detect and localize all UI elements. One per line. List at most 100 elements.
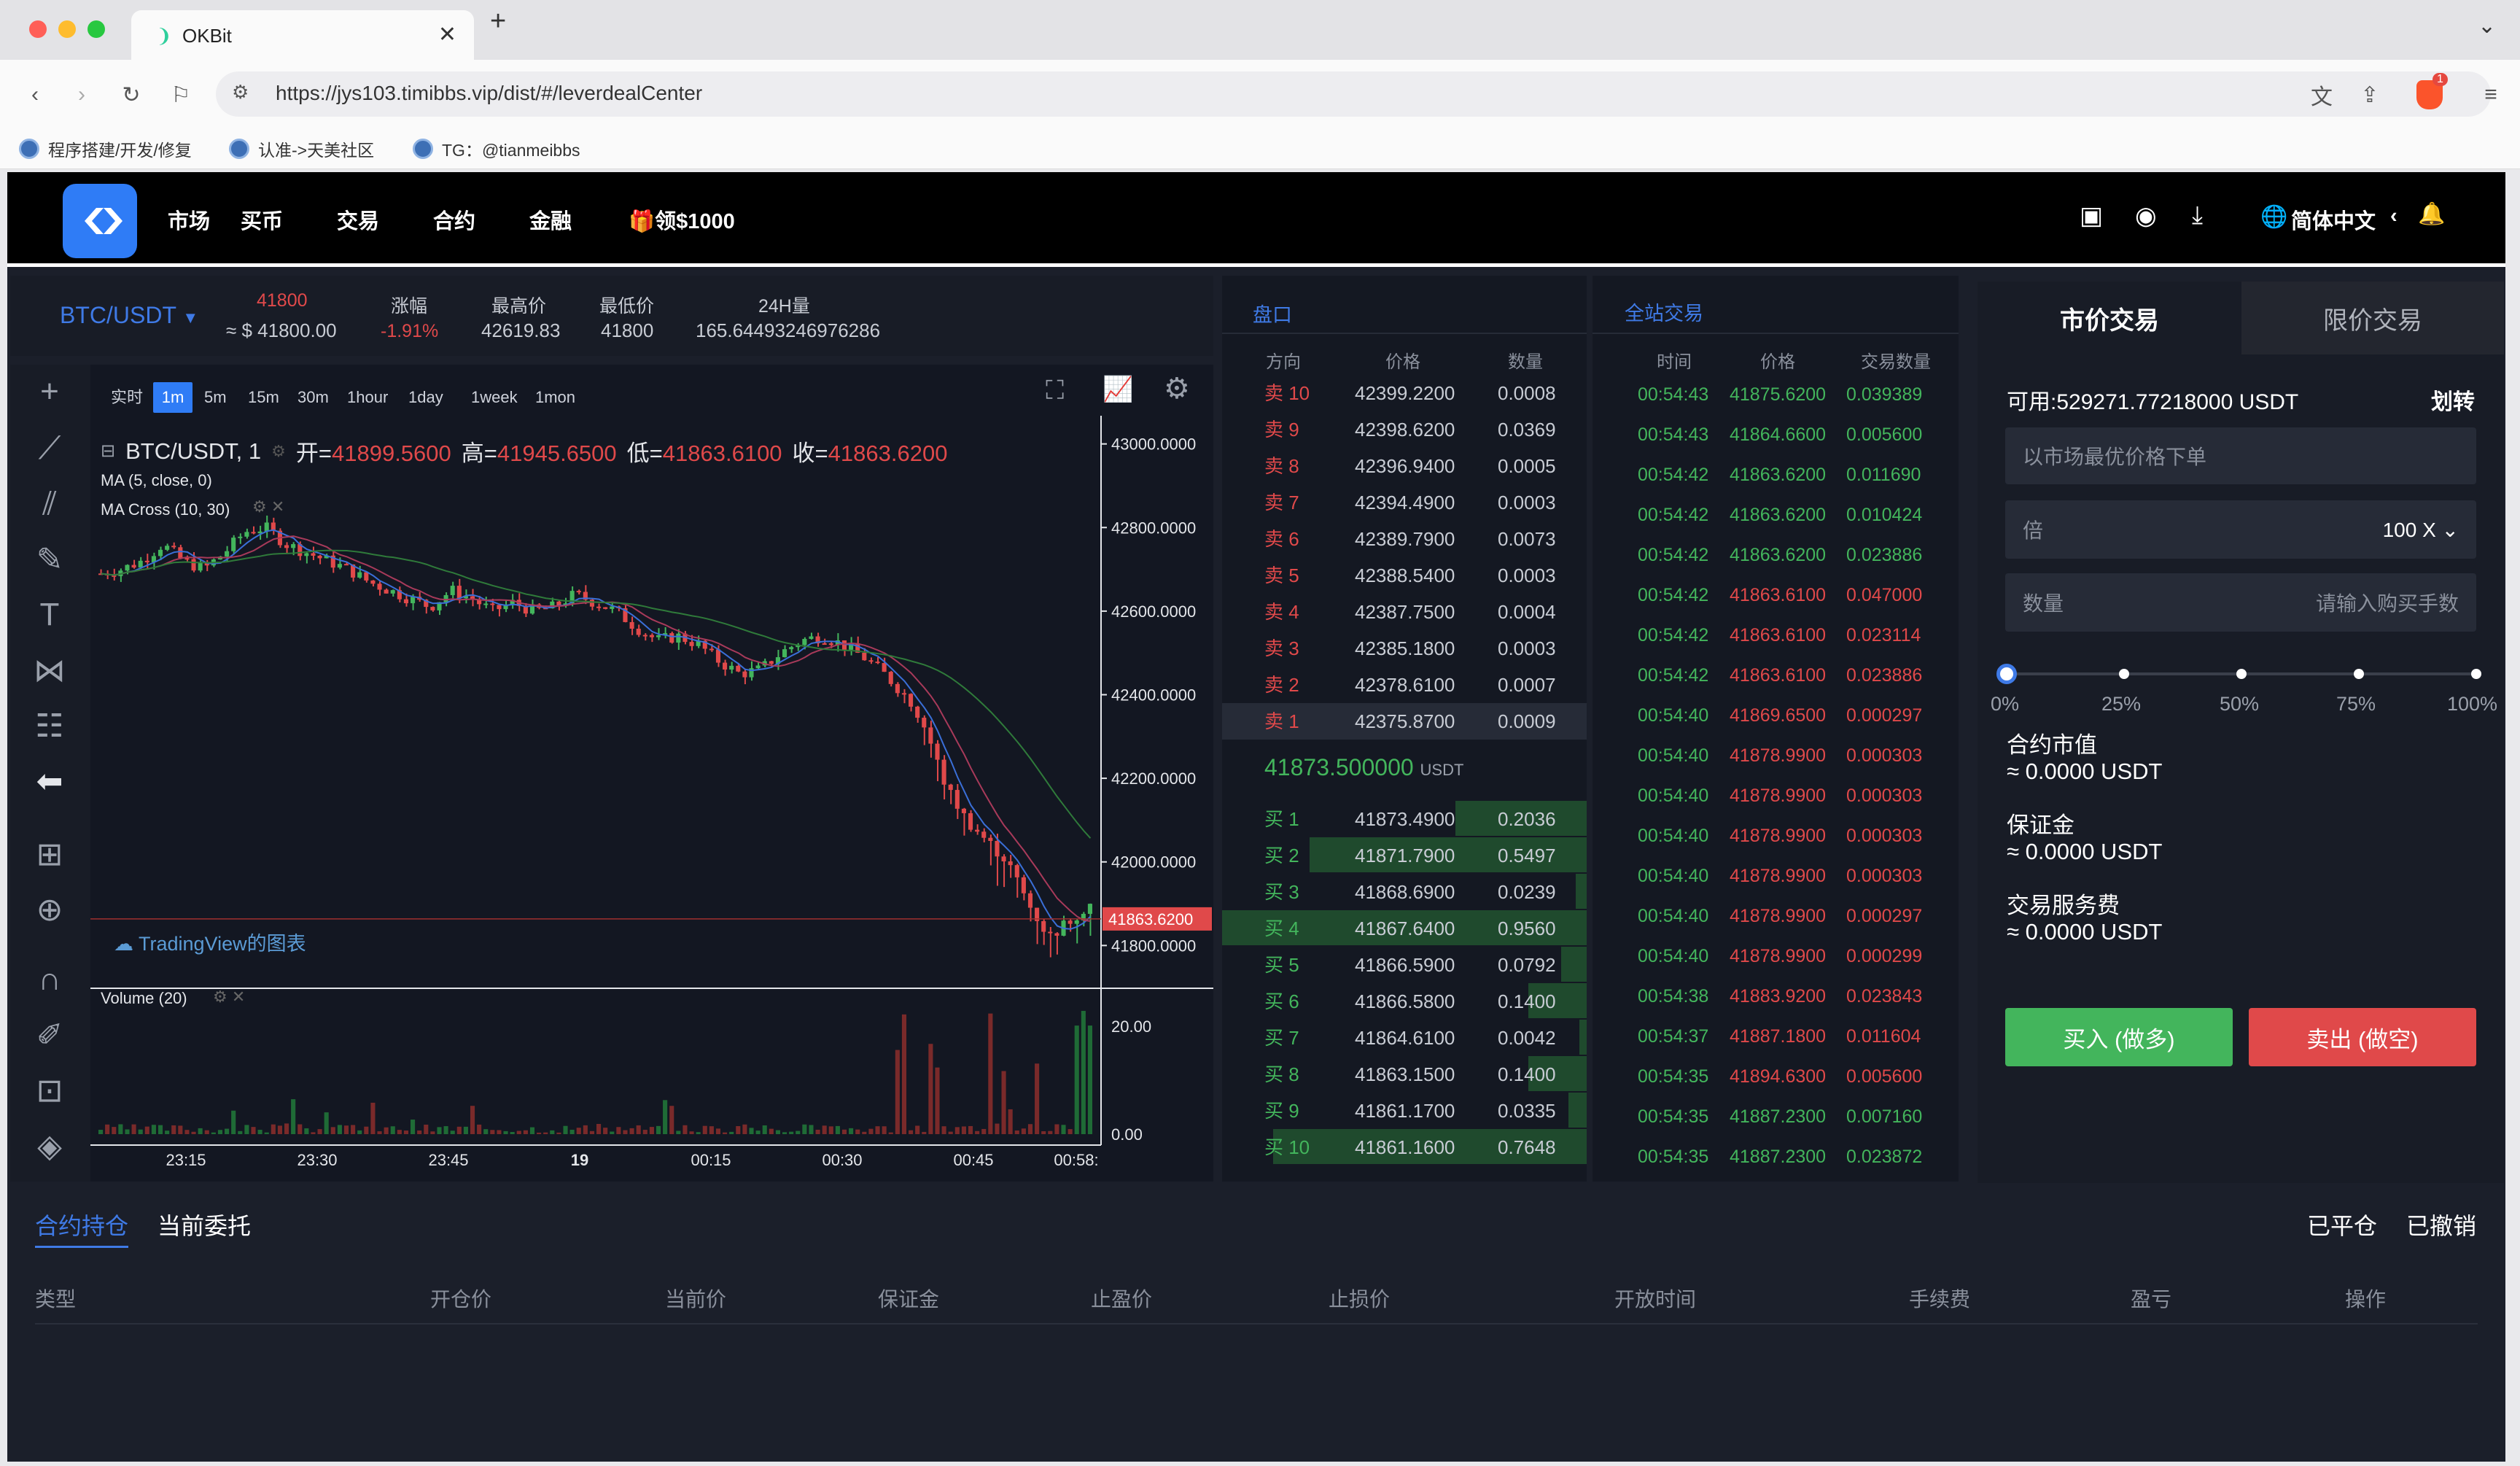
bid-row[interactable]: 买 10 41861.1600 0.7648 xyxy=(1222,1129,1587,1166)
bookmark-item-1[interactable]: 程序搭建/开发/修复 xyxy=(19,133,192,165)
measure-icon[interactable]: ☷ xyxy=(35,708,64,744)
ask-row[interactable]: 卖 6 42389.7900 0.0073 xyxy=(1222,521,1587,557)
timeframe-1day[interactable]: 1day xyxy=(408,388,443,406)
close-window-button[interactable] xyxy=(29,20,47,38)
timeframe-1week[interactable]: 1week xyxy=(471,388,518,406)
reload-icon[interactable]: ↻ xyxy=(122,82,141,107)
wallet-icon[interactable]: ▣ xyxy=(2080,202,2104,230)
trendline-icon[interactable]: ⟋ xyxy=(38,430,61,466)
nav-trade[interactable]: 交易 xyxy=(337,210,380,233)
translate-icon[interactable]: 文 xyxy=(2311,85,2333,109)
tab-open-orders[interactable]: 当前委托 xyxy=(158,1213,252,1239)
site-logo[interactable] xyxy=(63,184,137,258)
tab-list-chevron-icon[interactable]: ⌄ xyxy=(2478,14,2497,38)
settings-gear-icon[interactable]: ⚙ xyxy=(1164,373,1190,405)
indicators-icon[interactable]: 📈 xyxy=(1102,376,1134,403)
bid-row[interactable]: 买 6 41866.5800 0.1400 xyxy=(1222,983,1587,1020)
pair-selector[interactable]: BTC/USDT ▼ xyxy=(60,302,198,329)
chevron-left-icon[interactable]: ‹ xyxy=(2390,204,2398,228)
ask-row[interactable]: 卖 8 42396.9400 0.0005 xyxy=(1222,448,1587,484)
tab-positions[interactable]: 合约持仓 xyxy=(35,1208,129,1248)
brush-icon[interactable]: ✎ xyxy=(36,542,63,578)
buy-long-button[interactable]: 买入 (做多) xyxy=(2005,1008,2233,1066)
nav-buy-coin[interactable]: 买币 xyxy=(241,210,284,233)
user-icon[interactable]: ◉ xyxy=(2135,202,2157,230)
eye-icon[interactable]: ◈ xyxy=(37,1128,62,1164)
browser-tab[interactable]: ❩ OKBit ✕ xyxy=(131,10,474,60)
volume-controls-icon[interactable]: ⚙ ✕ xyxy=(213,988,246,1006)
language-select[interactable]: 简体中文 xyxy=(2291,210,2376,233)
fullscreen-icon[interactable]: ⛶ xyxy=(1046,375,1065,405)
lock-icon[interactable]: ⊡ xyxy=(36,1073,63,1109)
slider-dot[interactable] xyxy=(2236,669,2247,679)
minimize-window-button[interactable] xyxy=(58,20,76,38)
text-tool-icon[interactable]: T xyxy=(39,597,60,632)
bid-row[interactable]: 买 3 41868.6900 0.0239 xyxy=(1222,874,1587,910)
slider-dot[interactable] xyxy=(2119,669,2129,679)
ask-row[interactable]: 卖 10 42399.2200 0.0008 xyxy=(1222,375,1587,411)
arrow-left-icon[interactable]: ⬅ xyxy=(36,764,63,799)
timeframe-5m[interactable]: 5m xyxy=(204,388,227,406)
bell-icon[interactable]: 🔔 xyxy=(2418,202,2446,226)
ask-row[interactable]: 卖 3 42385.1800 0.0003 xyxy=(1222,630,1587,667)
back-icon[interactable]: ‹ xyxy=(31,82,39,106)
timeframe-1hour[interactable]: 1hour xyxy=(347,388,389,406)
ruler-icon[interactable]: ⊞ xyxy=(36,837,63,872)
download-icon[interactable]: ⤓ xyxy=(2192,201,2204,229)
share-icon[interactable]: ⇪ xyxy=(2360,82,2379,107)
transfer-link[interactable]: 划转 xyxy=(2431,390,2475,414)
fib-icon[interactable]: ⫽ xyxy=(42,486,57,521)
nav-promo[interactable]: 🎁领$1000 xyxy=(629,204,735,235)
legend-settings-icon[interactable]: ⚙ xyxy=(271,441,286,460)
pencil-lock-icon[interactable]: ✐ xyxy=(36,1017,63,1053)
sell-short-button[interactable]: 卖出 (做空) xyxy=(2249,1008,2476,1066)
pattern-icon[interactable]: ⋈ xyxy=(34,653,66,689)
nav-contract[interactable]: 合约 xyxy=(433,210,476,233)
ask-row[interactable]: 卖 7 42394.4900 0.0003 xyxy=(1222,484,1587,521)
timeframe-实时[interactable]: 实时 xyxy=(111,388,144,406)
zoom-in-icon[interactable]: ⊕ xyxy=(36,892,63,928)
close-tab-icon[interactable]: ✕ xyxy=(438,23,456,47)
price-chart[interactable]: 43000.0000 42800.0000 42600.0000 42400.0000… xyxy=(90,416,1213,1167)
bid-row[interactable]: 买 8 41863.1500 0.1400 xyxy=(1222,1056,1587,1093)
timeframe-1mon[interactable]: 1mon xyxy=(535,388,576,406)
forward-icon[interactable]: › xyxy=(78,82,85,106)
bid-row[interactable]: 买 7 41864.6100 0.0042 xyxy=(1222,1020,1587,1056)
magnet-icon[interactable]: ∩ xyxy=(38,961,61,997)
tab-market-order[interactable]: 市价交易 xyxy=(1978,282,2241,354)
tab-limit-order[interactable]: 限价交易 xyxy=(2241,282,2504,354)
bid-row[interactable]: 买 1 41873.4900 0.2036 xyxy=(1222,801,1587,837)
timeframe-1m[interactable]: 1m xyxy=(153,382,192,413)
ask-row[interactable]: 卖 4 42387.7500 0.0004 xyxy=(1222,594,1587,630)
collapse-icon[interactable]: ⊟ xyxy=(101,441,116,461)
ask-row[interactable]: 卖 5 42388.5400 0.0003 xyxy=(1222,557,1587,594)
menu-icon[interactable]: ≡ xyxy=(2484,82,2497,106)
url-bar[interactable]: ⚙ https://jys103.timibbs.vip/dist/#/leve… xyxy=(216,71,2491,117)
tab-closed[interactable]: 已平仓 xyxy=(2307,1213,2378,1239)
ask-row[interactable]: 卖 2 42378.6100 0.0007 xyxy=(1222,667,1587,703)
bookmark-item-2[interactable]: 认准->天美社区 xyxy=(229,133,374,165)
ma-cross-controls-icon[interactable]: ⚙ ✕ xyxy=(252,497,285,516)
bid-row[interactable]: 买 4 41867.6400 0.9560 xyxy=(1222,910,1587,947)
bid-row[interactable]: 买 5 41866.5900 0.0792 xyxy=(1222,947,1587,983)
leverage-select[interactable]: 倍 100 X ⌄ xyxy=(2005,500,2476,559)
timeframe-15m[interactable]: 15m xyxy=(248,388,279,406)
bookmark-icon[interactable]: ⚐ xyxy=(171,82,191,107)
quantity-field[interactable]: 数量 请输入购买手数 xyxy=(2005,573,2476,632)
crosshair-icon[interactable]: + xyxy=(40,373,59,409)
timeframe-30m[interactable]: 30m xyxy=(298,388,329,406)
slider-handle[interactable] xyxy=(1996,664,2017,684)
tab-cancelled[interactable]: 已撤销 xyxy=(2406,1213,2477,1239)
slider-dot[interactable] xyxy=(2471,669,2481,679)
maximize-window-button[interactable] xyxy=(88,20,105,38)
bookmark-item-3[interactable]: TG：@tianmeibbs xyxy=(413,133,580,165)
nav-finance[interactable]: 金融 xyxy=(529,210,572,233)
ask-row[interactable]: 卖 1 42375.8700 0.0009 xyxy=(1222,703,1587,740)
new-tab-icon[interactable]: + xyxy=(490,6,507,36)
bid-row[interactable]: 买 9 41861.1700 0.0335 xyxy=(1222,1093,1587,1129)
site-info-icon[interactable]: ⚙ xyxy=(232,81,249,103)
ask-row[interactable]: 卖 9 42398.6200 0.0369 xyxy=(1222,411,1587,448)
globe-icon[interactable]: 🌐 xyxy=(2260,205,2288,229)
bid-row[interactable]: 买 2 41871.7900 0.5497 xyxy=(1222,837,1587,874)
slider-dot[interactable] xyxy=(2354,669,2364,679)
